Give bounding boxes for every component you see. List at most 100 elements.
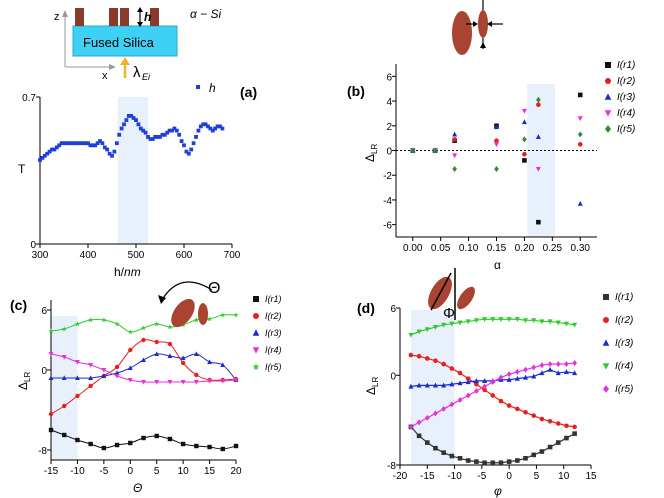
data-point: [101, 373, 107, 378]
z-axis-arrow-icon: [62, 10, 68, 17]
data-point: [88, 143, 93, 148]
data-point: [158, 135, 162, 139]
height-arrow-down-icon: [137, 22, 143, 27]
data-point: [90, 143, 95, 148]
data-point: [75, 360, 80, 365]
data-point: [572, 424, 577, 430]
data-point: [186, 151, 191, 156]
data-point: [220, 312, 226, 318]
data-point: [167, 324, 173, 330]
data-point: [555, 370, 561, 376]
x-tick-label: 5: [154, 466, 160, 477]
data-point: [88, 383, 93, 389]
data-point: [473, 318, 479, 324]
data-point: [522, 374, 529, 380]
data-point: [523, 366, 528, 373]
data-point: [564, 361, 569, 368]
data-point: [521, 108, 527, 114]
legend-marker: [252, 363, 260, 371]
data-point: [110, 153, 114, 158]
data-point: [162, 132, 167, 137]
data-point: [207, 359, 212, 364]
data-point: [48, 411, 54, 417]
data-point: [180, 380, 186, 385]
data-point: [148, 137, 153, 141]
data-point: [141, 380, 146, 385]
data-point: [128, 347, 133, 353]
data-point: [48, 427, 54, 433]
y-tick-label: 0.7: [22, 93, 36, 104]
legend-label: I(r3): [617, 92, 635, 103]
x-tick-label: 15: [204, 466, 216, 477]
data-point: [87, 317, 94, 323]
data-point: [482, 317, 488, 322]
legend-label: I(r3): [615, 338, 633, 349]
data-point: [160, 132, 165, 137]
legend-label: I(r2): [265, 311, 282, 321]
data-point: [76, 141, 81, 146]
y-tick-label: -4: [383, 196, 392, 207]
pillar-4: [150, 8, 159, 26]
data-point: [457, 320, 463, 326]
data-point: [213, 126, 218, 131]
data-point: [114, 370, 120, 375]
data-point: [177, 132, 182, 137]
y-tick-label: -8: [387, 461, 396, 472]
data-point: [172, 126, 177, 131]
data-point: [523, 455, 528, 461]
data-point: [48, 328, 54, 334]
y-tick-label: 0: [390, 371, 396, 382]
x-tick-label: -5: [99, 466, 108, 477]
data-point: [52, 147, 57, 152]
fit-line: [50, 339, 237, 415]
data-point: [127, 329, 133, 335]
rotation-arrow-icon: [158, 295, 166, 304]
particle-1: [171, 298, 195, 328]
data-point: [536, 96, 541, 103]
data-point: [189, 147, 194, 152]
x-tick-label: -5: [477, 471, 486, 482]
data-point: [154, 321, 160, 327]
data-point: [45, 151, 50, 156]
data-point: [220, 362, 226, 367]
data-point: [128, 440, 133, 446]
data-point: [493, 124, 500, 130]
data-point: [506, 317, 512, 322]
data-point: [194, 372, 199, 378]
data-point: [577, 200, 583, 206]
data-point: [61, 355, 67, 360]
legend-marker: [252, 329, 260, 336]
data-point: [122, 122, 126, 127]
data-point: [408, 332, 414, 338]
axis-z-label: z: [54, 11, 60, 23]
data-point: [555, 361, 561, 368]
data-point: [482, 383, 487, 390]
data-point: [490, 460, 496, 466]
data-point: [539, 370, 545, 376]
data-point: [74, 321, 81, 327]
pillar-1: [75, 8, 84, 26]
y-axis-title: T: [18, 162, 26, 176]
data-point: [494, 166, 499, 173]
data-point: [474, 459, 479, 464]
data-point: [474, 381, 479, 387]
data-point: [515, 368, 520, 375]
data-point: [547, 319, 553, 325]
data-point: [514, 375, 520, 381]
data-point: [498, 460, 504, 466]
y-tick-label: 4: [386, 97, 392, 108]
data-point: [572, 431, 577, 436]
data-point: [86, 141, 90, 146]
data-point: [465, 319, 471, 325]
data-point: [38, 158, 42, 162]
data-point: [424, 356, 430, 361]
y-axis-title: ΔLR: [363, 144, 379, 162]
legend: I(r1) I(r2) I(r3) I(r4) I(r5): [252, 294, 282, 372]
data-point: [114, 442, 120, 448]
x-tick-label: 0: [506, 471, 512, 482]
data-point: [441, 361, 446, 367]
legend-marker: [605, 78, 611, 84]
rotation-illustration: Θ: [158, 280, 220, 328]
data-point: [514, 317, 520, 322]
data-point: [490, 379, 496, 386]
